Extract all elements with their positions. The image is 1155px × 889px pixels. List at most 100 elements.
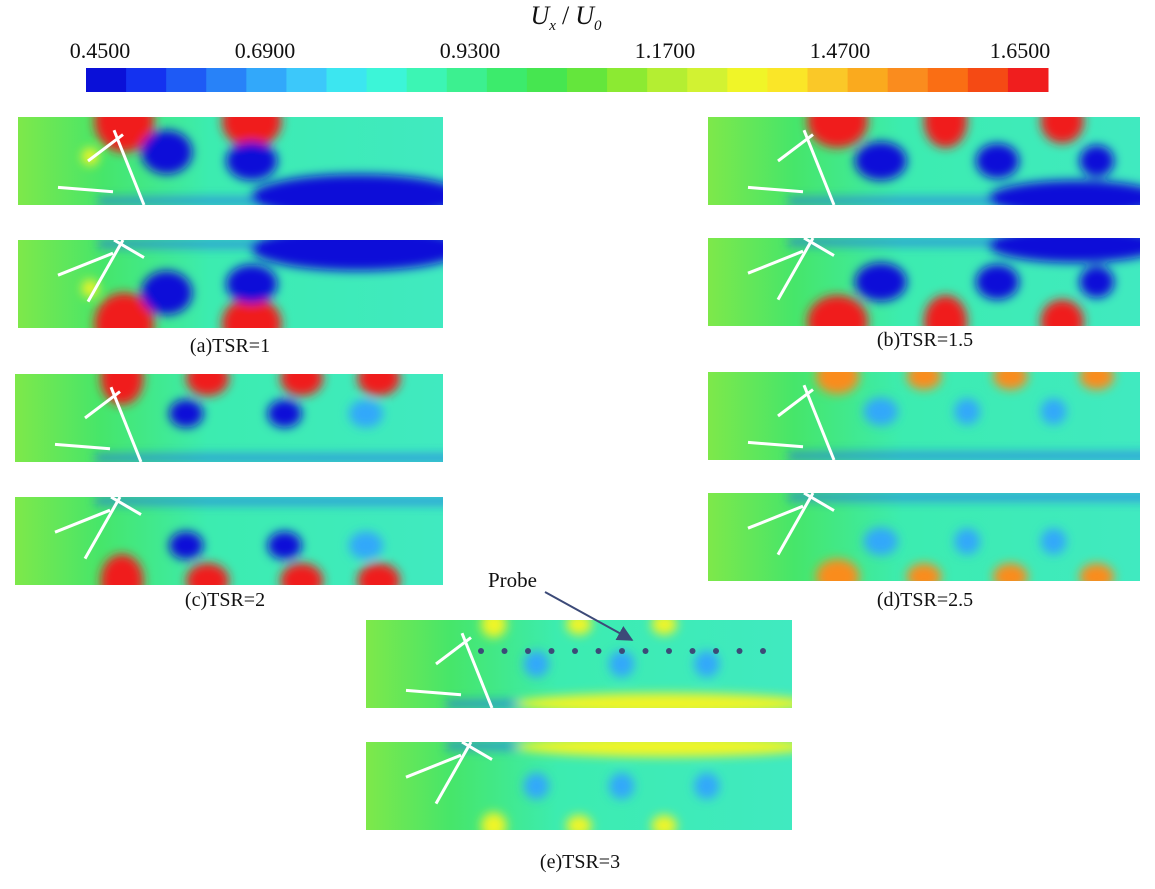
probe-arrow <box>544 591 634 641</box>
flow-blob <box>523 650 550 678</box>
panel-caption: (e)TSR=3 <box>540 851 620 873</box>
contour-field <box>708 238 1140 326</box>
probe-point <box>501 648 508 654</box>
field-blobs <box>95 374 443 462</box>
field-blobs <box>446 742 792 830</box>
contour-strip <box>15 497 443 585</box>
colorbar-swatch <box>967 68 1009 92</box>
contour-field <box>15 374 443 462</box>
flow-blob <box>186 374 229 396</box>
flow-blob <box>651 815 677 830</box>
flow-blob <box>1079 372 1115 390</box>
flow-blob <box>954 528 981 555</box>
flow-blob <box>906 372 942 390</box>
contour-strip <box>18 240 443 328</box>
contour-field <box>15 497 443 585</box>
colorbar-swatch <box>86 68 127 92</box>
flow-blob <box>100 554 144 585</box>
contour-field <box>708 493 1140 581</box>
blade <box>802 129 836 205</box>
flow-blob <box>975 143 1020 179</box>
probe-point <box>689 648 696 654</box>
flow-blob <box>357 563 401 585</box>
flow-blob <box>863 397 899 426</box>
flow-blob <box>608 650 635 678</box>
flow-blob <box>854 141 907 181</box>
flow-blob <box>251 174 443 205</box>
contour-strip <box>18 117 443 205</box>
probe-point <box>595 648 602 654</box>
colorbar-swatch <box>767 68 808 92</box>
subscript: 0 <box>594 18 602 34</box>
field-blobs <box>788 117 1140 205</box>
colorbar-label: 0.4500 <box>70 38 131 63</box>
contour-field <box>18 240 443 328</box>
blade <box>776 493 815 556</box>
blade <box>112 129 146 205</box>
flow-blob <box>348 399 384 428</box>
flow-blob <box>816 372 860 394</box>
flow-blob <box>651 620 677 635</box>
flow-blob <box>694 650 720 678</box>
flow-blob <box>226 264 278 304</box>
colorbar-swatch <box>166 68 207 92</box>
probe-point <box>713 648 719 654</box>
panel-caption: (a)TSR=1 <box>190 335 270 357</box>
contour-field <box>18 117 443 205</box>
blade <box>747 249 804 275</box>
colorbar-swatch <box>807 68 849 92</box>
probe-point <box>548 648 555 654</box>
colorbar-swatch <box>326 68 368 92</box>
blade <box>405 688 462 697</box>
flow-blob <box>566 815 592 830</box>
colorbar-swatch <box>607 68 648 92</box>
flow-blob <box>816 559 860 581</box>
colorbar-label: 0.6900 <box>235 38 296 63</box>
flow-blob <box>141 130 193 175</box>
panel-caption: (c)TSR=2 <box>185 589 265 611</box>
flow-blob <box>1040 398 1067 425</box>
contour-strip <box>708 493 1140 581</box>
contour-strip <box>366 620 792 708</box>
field-blobs <box>95 497 443 585</box>
probe-point <box>572 648 578 654</box>
field-blobs <box>446 620 792 708</box>
blade <box>802 384 836 460</box>
flow-blob <box>515 742 792 757</box>
blade <box>461 742 493 761</box>
flow-blob <box>807 117 868 148</box>
colorbar-swatch <box>647 68 688 92</box>
probe-point <box>736 648 743 654</box>
flow-blob <box>267 531 302 560</box>
flow-blob <box>348 531 384 560</box>
probe-point <box>619 648 625 654</box>
flow-blob <box>141 270 193 315</box>
wall-band <box>788 238 1140 246</box>
colorbar-swatch <box>1007 68 1049 92</box>
probe-points <box>478 648 766 654</box>
colorbar-swatch <box>847 68 889 92</box>
probe-point <box>525 648 531 654</box>
colorbar-label: 1.6500 <box>990 38 1051 63</box>
field-blobs <box>788 372 1140 460</box>
blade <box>460 632 494 708</box>
flow-blob <box>854 262 907 302</box>
panel-caption: (b)TSR=1.5 <box>877 329 973 351</box>
contour-field <box>708 372 1140 460</box>
colorbar-swatch <box>406 68 448 92</box>
flow-blob <box>906 563 942 581</box>
field-blobs <box>788 493 1140 581</box>
flow-blob <box>515 693 792 708</box>
flow-blob <box>807 295 868 326</box>
colorbar-swatch <box>486 68 528 92</box>
flow-blob <box>481 620 507 638</box>
blade <box>776 238 815 301</box>
flow-blob <box>566 620 592 635</box>
colorbar-swatch <box>246 68 287 92</box>
colorbar-label: 0.9300 <box>440 38 501 63</box>
blade <box>54 442 111 451</box>
flow-blob <box>988 238 1140 263</box>
flow-blob <box>100 374 144 405</box>
blade <box>747 440 804 449</box>
flow-blob <box>993 563 1028 581</box>
